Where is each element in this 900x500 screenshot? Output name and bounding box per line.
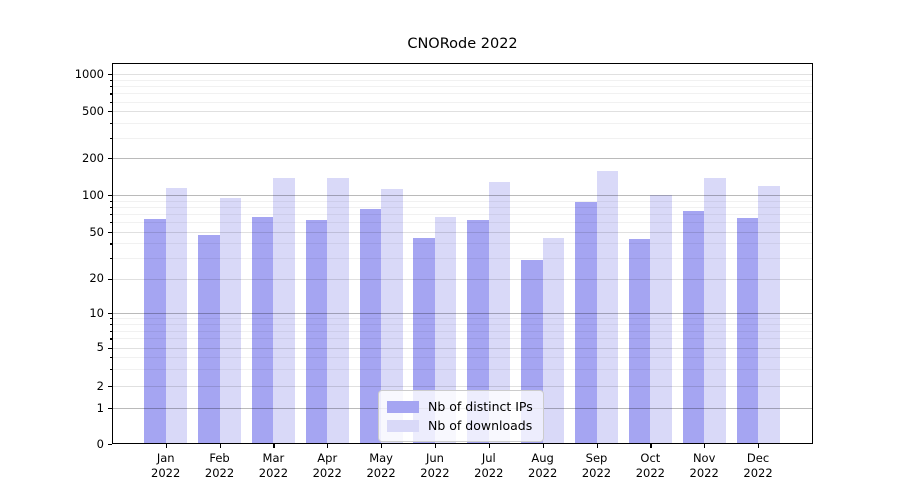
x-tick-mark <box>327 444 329 448</box>
bar-downloads-feb <box>219 198 242 443</box>
y-tick-mark-minor <box>109 206 112 209</box>
x-tick-mark <box>273 444 275 448</box>
y-tick-mark-minor <box>109 93 112 95</box>
y-tick-label: 2 <box>96 378 104 393</box>
bar-ips-apr <box>305 219 328 443</box>
bar-ips-jan <box>144 218 166 443</box>
bar-downloads-jun <box>434 217 457 443</box>
y-tick-label: 1 <box>96 400 104 415</box>
legend: Nb of distinct IPs Nb of downloads <box>378 390 544 442</box>
y-tick-mark-minor <box>109 122 112 124</box>
y-tick-mark-minor <box>109 86 112 88</box>
legend-label: Nb of distinct IPs <box>428 399 533 414</box>
plot-area <box>112 63 813 444</box>
y-tick-label: 0 <box>96 436 104 451</box>
y-tick-mark <box>108 278 112 280</box>
y-tick-mark-minor <box>109 330 112 332</box>
y-tick-label: 200 <box>82 150 104 165</box>
x-tick-mark <box>434 444 437 448</box>
bar-ips-oct <box>628 238 651 443</box>
x-tick-label: Aug 2022 <box>528 451 558 480</box>
y-tick-label: 50 <box>89 224 104 239</box>
x-tick-mark <box>650 444 652 448</box>
y-tick-mark <box>108 158 112 160</box>
bar-downloads-may <box>381 189 403 443</box>
x-tick-label: Dec 2022 <box>743 451 773 480</box>
legend-item-distinct-ips: Nb of distinct IPs <box>387 397 535 416</box>
y-tick-mark <box>108 313 112 315</box>
x-tick-label: Jul 2022 <box>474 451 504 480</box>
y-tick-label: 20 <box>89 271 104 285</box>
legend-label: Nb of downloads <box>428 418 533 433</box>
chart-title: CNORode 2022 <box>407 36 518 52</box>
bar-downloads-mar <box>273 178 295 443</box>
x-tick-mark <box>219 444 221 448</box>
y-tick-mark-minor <box>109 137 112 139</box>
y-tick-mark <box>108 386 112 388</box>
bars-layer <box>113 64 812 443</box>
bar-ips-feb <box>198 235 220 443</box>
legend-swatch-distinct-ips <box>387 400 419 413</box>
legend-item-downloads: Nb of downloads <box>387 416 535 435</box>
bar-downloads-oct <box>650 195 672 443</box>
y-tick-mark <box>108 232 112 234</box>
x-tick-mark <box>165 444 167 448</box>
x-tick-mark <box>488 444 490 448</box>
y-tick-mark-minor <box>109 79 112 82</box>
y-tick-mark <box>108 347 112 349</box>
bar-ips-nov <box>682 210 705 443</box>
y-tick-mark-minor <box>109 324 112 326</box>
x-tick-mark <box>704 444 706 448</box>
y-tick-mark <box>108 111 112 113</box>
bar-downloads-jul <box>488 182 511 443</box>
bar-ips-dec <box>736 217 759 443</box>
x-tick-mark <box>596 444 598 448</box>
y-tick-mark-minor <box>109 318 112 320</box>
legend-swatch-downloads <box>387 419 419 432</box>
y-tick-mark <box>108 195 112 197</box>
bar-ips-mar <box>251 217 274 443</box>
bar-downloads-dec <box>758 186 780 443</box>
x-tick-label: Oct 2022 <box>635 451 665 480</box>
y-tick-label: 5 <box>96 340 104 354</box>
y-tick-mark-minor <box>109 200 112 202</box>
x-tick-label: Feb 2022 <box>204 451 235 480</box>
bar-downloads-aug <box>542 237 565 443</box>
y-tick-mark-minor <box>109 338 112 340</box>
y-tick-mark <box>108 408 112 410</box>
x-tick-label: Mar 2022 <box>258 451 289 480</box>
y-tick-mark-minor <box>109 214 112 216</box>
y-tick-mark-minor <box>109 222 112 224</box>
x-tick-mark <box>758 444 760 448</box>
x-tick-label: Jun 2022 <box>420 451 450 480</box>
y-tick-mark <box>108 74 112 76</box>
y-tick-mark <box>108 444 112 446</box>
x-tick-label: Sep 2022 <box>581 451 612 480</box>
x-tick-label: Nov 2022 <box>689 451 719 480</box>
x-tick-mark <box>381 444 383 448</box>
y-tick-mark-minor <box>109 368 112 371</box>
bar-ips-jul <box>467 220 489 443</box>
bar-downloads-sep <box>596 171 618 443</box>
y-tick-mark-minor <box>109 257 112 260</box>
y-tick-mark-minor <box>109 243 112 245</box>
x-tick-mark <box>542 444 544 448</box>
x-tick-label: Apr 2022 <box>312 451 342 480</box>
y-tick-label: 100 <box>82 187 104 202</box>
bar-ips-sep <box>575 202 597 443</box>
bar-ips-may <box>359 208 382 443</box>
bar-downloads-nov <box>704 178 726 443</box>
x-tick-label: May 2022 <box>366 451 396 480</box>
bar-downloads-apr <box>327 177 349 443</box>
x-tick-label: Jan 2022 <box>151 451 181 480</box>
y-tick-label: 1000 <box>74 66 104 81</box>
y-tick-label: 10 <box>89 305 104 320</box>
y-tick-label: 500 <box>82 103 104 118</box>
y-tick-mark-minor <box>109 356 112 359</box>
y-tick-mark-minor <box>109 101 112 103</box>
bar-downloads-jan <box>165 188 188 443</box>
